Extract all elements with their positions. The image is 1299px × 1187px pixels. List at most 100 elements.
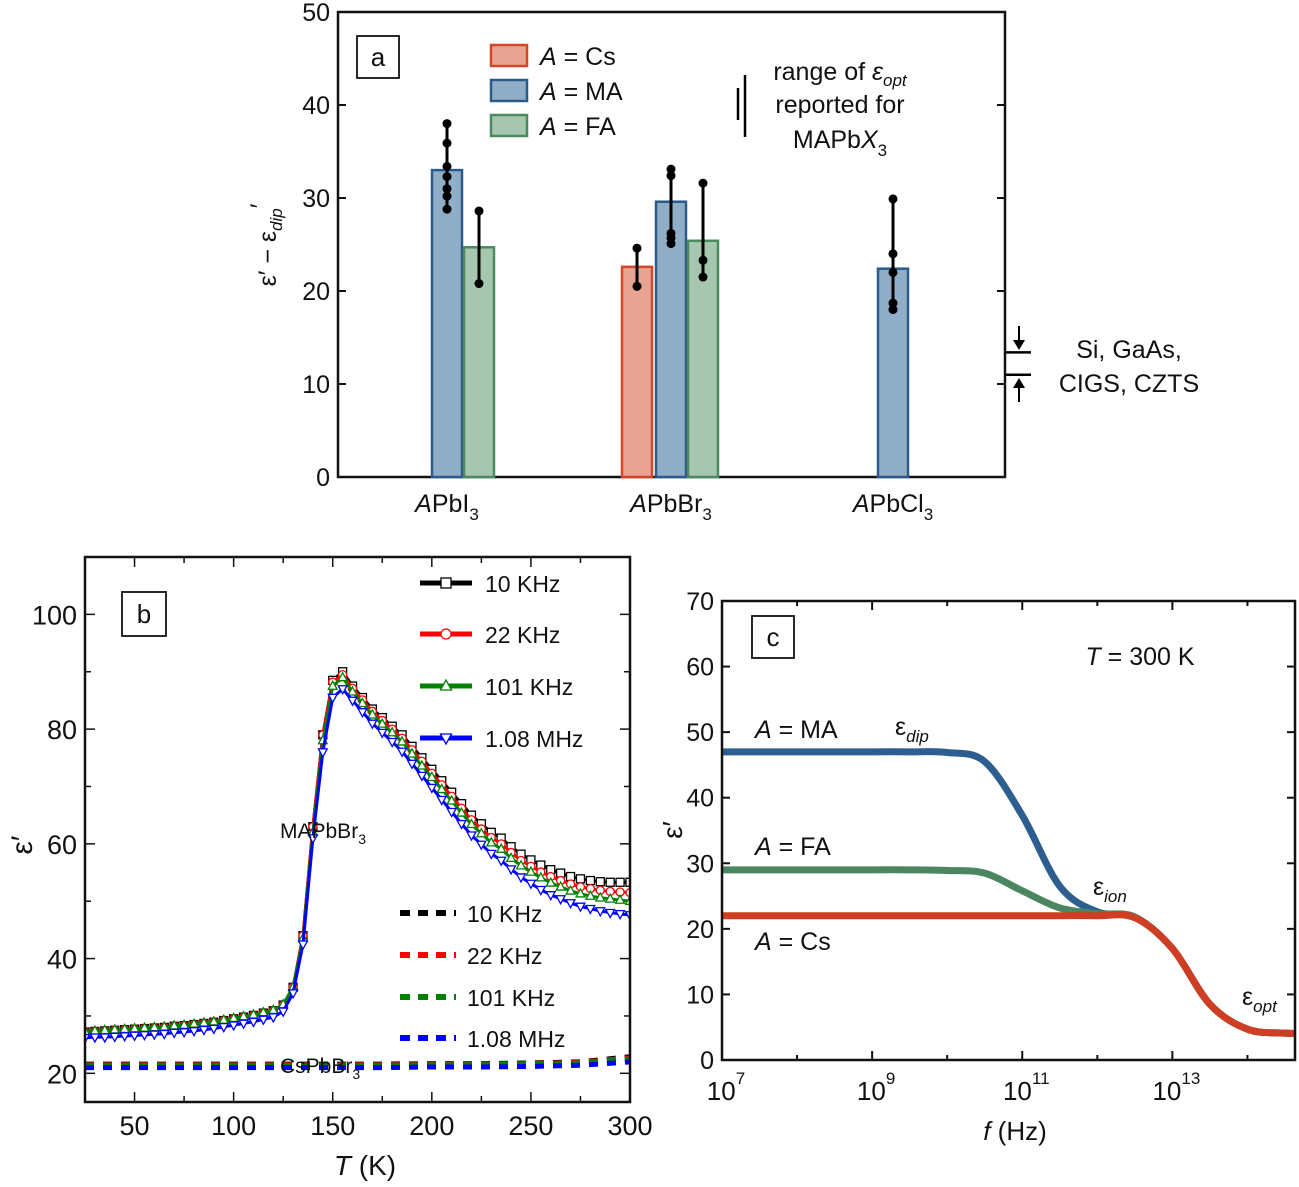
marker-triangle-down xyxy=(218,1023,230,1033)
label-var: A xyxy=(753,716,772,744)
cspbbr3-label: CsPbBr3 xyxy=(280,1055,360,1082)
marker-triangle-up xyxy=(406,747,418,758)
label-var: A xyxy=(753,928,772,956)
marker-circle xyxy=(440,628,452,640)
category-var: A xyxy=(413,490,432,518)
legend-swatch-Cs xyxy=(489,43,529,68)
marker-triangle-down xyxy=(267,1013,279,1024)
marker-square xyxy=(615,877,625,887)
marker-triangle-up xyxy=(515,859,527,870)
legend-label: 101 KHz xyxy=(467,985,555,1011)
x-label-var: f xyxy=(983,1116,993,1146)
legend-text: = FA xyxy=(557,113,616,141)
y-tick-label: 100 xyxy=(32,600,77,630)
marker-triangle-down xyxy=(347,696,359,707)
plot-area xyxy=(85,667,630,1071)
marker-square xyxy=(555,868,566,878)
category-var: A xyxy=(628,490,647,518)
marker-triangle-down xyxy=(604,908,616,919)
y-label-prime: ′ xyxy=(246,203,274,208)
marker-triangle-up xyxy=(485,836,497,847)
marker-triangle-down xyxy=(366,719,378,730)
eps: ε xyxy=(1242,983,1253,1011)
marker-square xyxy=(605,877,615,887)
tick-base: 10 xyxy=(1003,1076,1032,1106)
marker-triangle-down xyxy=(297,940,309,951)
mapbbr3-label: MAPbBr3 xyxy=(280,820,366,847)
marker-triangle-down xyxy=(475,840,487,851)
marker-triangle-down xyxy=(485,849,497,860)
data-point xyxy=(888,194,898,204)
marker-triangle-down xyxy=(99,1033,111,1044)
data-point xyxy=(888,249,898,259)
marker-triangle-up xyxy=(475,827,487,838)
data-point xyxy=(442,191,452,201)
data-point xyxy=(698,272,708,282)
y-label-sub: dip xyxy=(267,208,286,231)
marker-triangle-down xyxy=(456,819,468,830)
eps-opt-label: εopt xyxy=(1242,983,1278,1016)
marker-square xyxy=(625,877,630,887)
x-label-text: (Hz) xyxy=(990,1116,1046,1146)
tick-exp: 11 xyxy=(1032,1069,1050,1088)
marker-triangle-down xyxy=(465,831,477,842)
y-tick-label: 20 xyxy=(47,1059,77,1089)
marker-triangle-down xyxy=(565,899,577,910)
legend-label: 10 KHz xyxy=(467,901,542,927)
bar-MA xyxy=(430,168,464,479)
marker-square xyxy=(575,874,586,884)
mapbbr3-series-3 xyxy=(85,685,630,1044)
cond-text: = 300 K xyxy=(1101,643,1195,671)
legend-swatch-FA xyxy=(489,113,529,138)
marker-triangle-down xyxy=(574,902,586,913)
legend-swatch-MA xyxy=(489,78,529,103)
legend-label-Cs: A = Cs xyxy=(538,43,616,71)
opt-range-line2: reported for xyxy=(775,91,904,119)
data-point xyxy=(442,172,452,182)
marker-triangle-down xyxy=(515,873,527,884)
y-tick-label: 0 xyxy=(700,1047,714,1075)
category-sub: 3 xyxy=(469,505,478,524)
y-tick-label: 20 xyxy=(686,916,714,944)
panel-label-b: b xyxy=(137,599,151,629)
eps-sub: opt xyxy=(1253,997,1278,1016)
marker-triangle-down xyxy=(406,759,418,770)
y-tick-label: 20 xyxy=(302,278,330,306)
data-point xyxy=(888,298,898,308)
opt-range-line3: MAPbX3 xyxy=(793,126,887,160)
opt-range-line1: range of εopt xyxy=(773,58,908,90)
marker-triangle-up xyxy=(584,889,596,900)
x-label-var: T xyxy=(334,1150,353,1181)
legend-label: 10 KHz xyxy=(485,571,560,597)
legend-var: A xyxy=(538,43,557,71)
legend-var: A xyxy=(538,78,557,106)
marker-triangle-up xyxy=(465,818,477,829)
label-var: A xyxy=(753,833,772,861)
side-range-line2: CIGS, CZTS xyxy=(1059,370,1199,398)
marker-triangle-up xyxy=(439,678,453,691)
tick-base: 10 xyxy=(707,1076,736,1106)
marker-triangle-up xyxy=(356,697,368,708)
material: CsPbBr xyxy=(280,1055,352,1078)
eps-sub: ion xyxy=(1104,887,1127,906)
sub: 3 xyxy=(358,831,366,847)
marker-triangle-up xyxy=(565,884,577,895)
marker-triangle-up xyxy=(426,771,438,782)
category-sub: 3 xyxy=(702,505,711,524)
opt-sub: 3 xyxy=(878,141,887,160)
marker-triangle-down xyxy=(129,1031,141,1042)
marker-triangle-up xyxy=(505,852,517,863)
x-tick-label: APbBr3 xyxy=(628,490,712,524)
opt-text: range of xyxy=(773,58,872,86)
eps-dip-label: εdip xyxy=(895,713,929,746)
panel-c-frame xyxy=(720,599,1297,1062)
x-tick-label: 1011 xyxy=(1003,1069,1050,1106)
y-tick-label: 10 xyxy=(686,981,714,1009)
marker-square xyxy=(565,871,576,882)
y-tick-label: 10 xyxy=(302,371,330,399)
data-point xyxy=(442,138,452,148)
marker-triangle-down xyxy=(386,737,398,748)
marker-square xyxy=(595,877,605,887)
bar-Cs xyxy=(620,265,654,479)
